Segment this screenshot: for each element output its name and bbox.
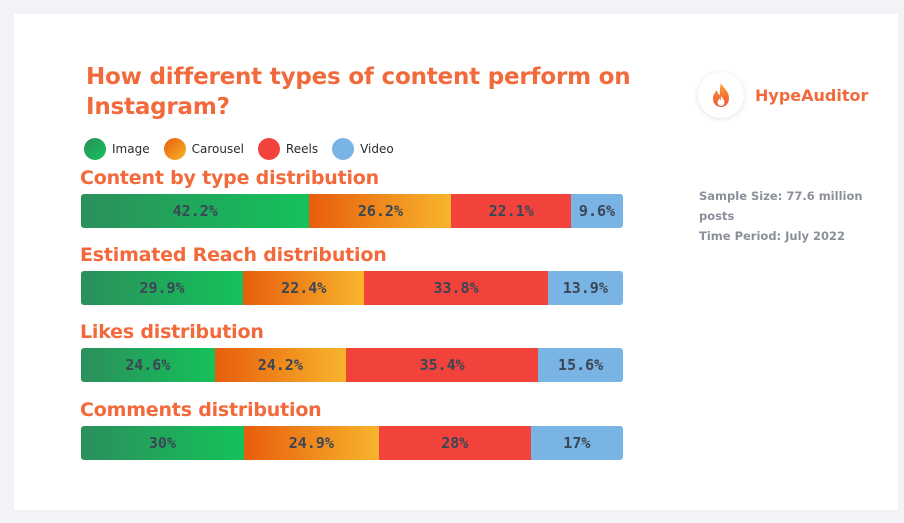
comments-bar: 30% 24.9% 28% 17% [81,426,623,460]
legend-item-reels: Reels [257,138,319,160]
legend-item-video: Video [332,138,394,160]
brand-logo: HypeAuditor [698,72,868,118]
content-by-type-bar: 42.2% 26.2% 22.1% 9.6% [81,194,623,228]
content-by-type-title: Content by type distribution [80,167,379,189]
bar-segment-reels: 22.1% [451,194,571,228]
bar-segment-image: 24.6% [81,348,215,382]
legend-swatch-reels [257,138,280,160]
bar-segment-carousel: 22.4% [243,271,365,305]
meta-info: Sample Size: 77.6 million posts Time Per… [699,186,898,246]
bar-segment-reels: 33.8% [364,271,548,305]
likes-title: Likes distribution [80,321,264,343]
likes-bar: 24.6% 24.2% 35.4% 15.6% [81,348,623,382]
legend-label-image: Image [112,142,150,156]
logo-badge [698,72,744,118]
bar-segment-carousel: 26.2% [309,194,452,228]
legend-swatch-video [332,138,355,160]
legend: Image Carousel Reels Video [84,138,408,160]
bar-segment-video: 15.6% [538,348,623,382]
flame-icon [713,83,729,107]
bar-segment-video: 9.6% [571,194,623,228]
bar-segment-image: 29.9% [81,271,244,305]
bar-segment-carousel: 24.9% [243,426,379,460]
bar-segment-image: 42.2% [81,194,310,228]
estimated-reach-bar: 29.9% 22.4% 33.8% 13.9% [81,271,623,305]
comments-title: Comments distribution [80,399,322,421]
bar-segment-carousel: 24.2% [214,348,347,382]
estimated-reach-title: Estimated Reach distribution [80,244,387,266]
brand-name: HypeAuditor [755,85,869,105]
legend-swatch-carousel [163,138,186,160]
legend-label-carousel: Carousel [191,142,244,156]
bar-segment-video: 17% [530,426,623,460]
legend-item-carousel: Carousel [163,138,244,160]
sample-size: Sample Size: 77.6 million posts [699,189,863,223]
bar-segment-image: 30% [81,426,244,460]
legend-swatch-image [84,138,106,160]
legend-label-video: Video [360,142,394,156]
infographic-card: How different types of content perform o… [14,14,898,510]
bar-segment-reels: 28% [378,426,531,460]
time-period: Time Period: July 2022 [699,229,846,243]
bar-segment-reels: 35.4% [346,348,539,382]
legend-label-reels: Reels [285,142,319,156]
bar-segment-video: 13.9% [547,271,623,305]
legend-item-image: Image [84,138,150,160]
chart-title: How different types of content perform o… [86,64,631,120]
